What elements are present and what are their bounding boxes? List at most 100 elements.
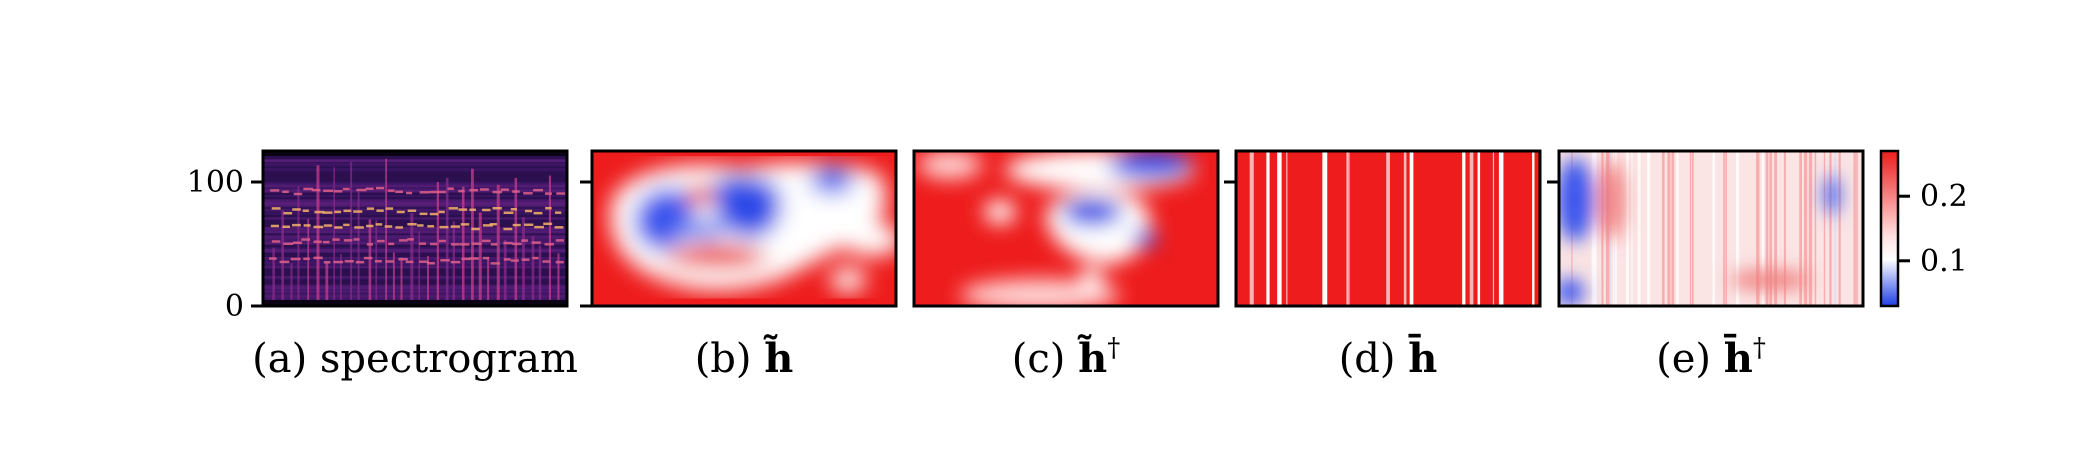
spectrogram-harmonic bbox=[384, 225, 393, 228]
caption-d-symbol: h̄ bbox=[1408, 335, 1438, 382]
panel-d-stripe bbox=[1322, 151, 1328, 306]
panel-e-stripe bbox=[1808, 151, 1813, 306]
blob-b-red-hole bbox=[686, 185, 714, 205]
spectrogram-band bbox=[263, 217, 567, 220]
spectrogram-harmonic bbox=[279, 260, 290, 264]
panel-a-spectrogram: 0 100 (a) spectrogram bbox=[187, 149, 578, 382]
caption-c-prefix: (c) bbox=[1012, 336, 1078, 382]
caption-c: (c) h̃† bbox=[1012, 333, 1120, 382]
panel-e-stripe bbox=[1765, 151, 1769, 306]
spectrogram-harmonic bbox=[323, 189, 334, 193]
spectrogram-burst bbox=[514, 177, 518, 306]
spectrogram-harmonic bbox=[407, 209, 417, 212]
caption-e-symbol: h̄ bbox=[1723, 335, 1753, 382]
spectrogram-band bbox=[263, 284, 567, 288]
spectrogram-band bbox=[263, 288, 567, 292]
panel-e-stripe bbox=[1689, 151, 1692, 306]
spectrogram-harmonic bbox=[385, 260, 394, 263]
spectrogram-burst bbox=[410, 213, 414, 306]
spectrogram-burst bbox=[478, 212, 482, 306]
spectrogram-harmonic bbox=[459, 243, 470, 246]
spectrogram-burst bbox=[357, 191, 360, 306]
spectrogram-harmonic bbox=[323, 261, 331, 264]
spectrogram-harmonic bbox=[270, 189, 280, 192]
spectrogram-harmonic bbox=[293, 192, 303, 196]
panel-e-stripe bbox=[1856, 151, 1858, 306]
panel-d-stripe bbox=[1249, 151, 1254, 306]
spectrogram-harmonic bbox=[283, 242, 294, 246]
spectrogram-burst bbox=[272, 247, 275, 306]
spectrogram-burst bbox=[522, 217, 525, 306]
panel-c-frame bbox=[912, 149, 1220, 308]
spectrogram-harmonic bbox=[405, 260, 414, 264]
spectrogram-harmonic bbox=[429, 242, 438, 246]
spectrogram-band bbox=[263, 202, 567, 205]
panel-d-stripe bbox=[1462, 151, 1466, 306]
spectrogram-harmonic bbox=[355, 260, 365, 264]
spectrogram-harmonic bbox=[365, 187, 374, 191]
spectrogram-harmonic bbox=[303, 257, 310, 261]
spectrogram-harmonic bbox=[469, 208, 476, 212]
caption-d-prefix: (d) bbox=[1339, 336, 1409, 382]
spectrogram-burst bbox=[557, 253, 560, 306]
panel-d-stripe bbox=[1403, 151, 1407, 306]
blob-b-blue-right bbox=[810, 166, 854, 194]
spectrogram-band bbox=[263, 181, 567, 185]
spectrogram-band bbox=[263, 168, 567, 172]
panel-e-stripe bbox=[1593, 151, 1597, 306]
spectrogram-harmonic bbox=[282, 225, 291, 229]
spectrogram-harmonic bbox=[482, 208, 491, 212]
spectrogram-band bbox=[263, 291, 567, 295]
spectrogram-harmonic bbox=[512, 242, 522, 246]
spectrogram-harmonic bbox=[322, 211, 333, 214]
spectrogram-harmonic bbox=[490, 243, 498, 246]
spectrogram-harmonic bbox=[544, 192, 552, 195]
panel-e-frame bbox=[1557, 149, 1865, 308]
blob-b-blue-center bbox=[713, 175, 781, 239]
panel-d-stripe bbox=[1386, 151, 1390, 306]
caption-a: (a) spectrogram bbox=[252, 336, 578, 382]
caption-b: (b) h̃ bbox=[695, 335, 794, 382]
spectrogram-harmonic bbox=[333, 260, 344, 264]
spectrogram-harmonic bbox=[438, 210, 445, 214]
blob-c-blue-small bbox=[1133, 228, 1157, 248]
spectrogram-harmonic bbox=[419, 212, 428, 216]
spectrogram-harmonic bbox=[344, 260, 354, 263]
spectrogram-harmonic bbox=[481, 239, 491, 243]
spectrogram-harmonic bbox=[490, 262, 501, 265]
spectrogram-harmonic bbox=[303, 187, 313, 191]
spectrogram-band bbox=[263, 238, 567, 242]
spectrogram-harmonic bbox=[438, 239, 446, 243]
panel-e-stripe bbox=[1723, 151, 1725, 306]
spectrogram-burst bbox=[470, 168, 474, 306]
spectrogram-band bbox=[263, 226, 567, 229]
panel-d-stripe bbox=[1286, 151, 1288, 306]
blob-c-white-dot bbox=[1080, 268, 1104, 288]
spectrogram-band bbox=[263, 199, 567, 203]
spectrogram-burst bbox=[316, 165, 320, 306]
spectrogram-harmonic bbox=[376, 209, 384, 212]
panel-d-heatmap: (d) h̄ bbox=[1224, 149, 1542, 382]
spectrogram-harmonic bbox=[533, 188, 544, 192]
spectrogram-band bbox=[263, 189, 567, 193]
panel-e-stripe bbox=[1823, 151, 1826, 306]
spectrogram-harmonic bbox=[429, 190, 439, 194]
spectrogram-harmonic bbox=[512, 190, 520, 193]
spectrogram-harmonic bbox=[460, 223, 470, 226]
panel-e-stripe bbox=[1774, 151, 1778, 306]
panel-e-blobs bbox=[1559, 158, 1840, 306]
spectrogram-band bbox=[263, 240, 567, 244]
spectrogram-harmonic bbox=[269, 257, 277, 260]
spectrogram-harmonic bbox=[290, 257, 301, 261]
spectrogram-harmonic bbox=[555, 260, 564, 264]
spectrogram-harmonic bbox=[482, 256, 490, 260]
spectrogram-harmonic bbox=[471, 227, 480, 231]
spectrogram-harmonic bbox=[555, 239, 565, 242]
spectrogram-harmonic bbox=[398, 257, 408, 261]
spectrogram-harmonic bbox=[406, 191, 413, 195]
spectrogram-harmonic bbox=[545, 206, 552, 210]
spectrogram-harmonic bbox=[417, 224, 424, 227]
blob-c-white-upperleft bbox=[918, 151, 982, 179]
spectrogram-harmonic bbox=[503, 211, 514, 215]
caption-c-symbol: h̃ bbox=[1077, 335, 1107, 382]
